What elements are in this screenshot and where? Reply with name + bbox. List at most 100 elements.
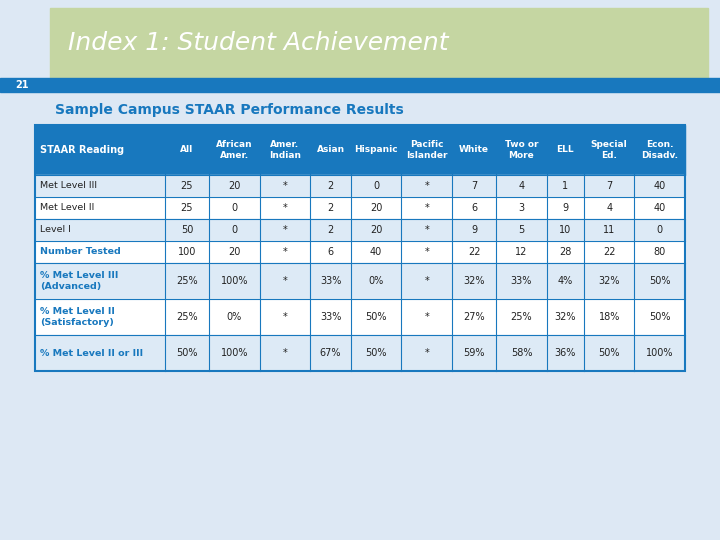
Bar <box>35 299 685 335</box>
Text: *: * <box>282 225 287 235</box>
Text: 20: 20 <box>370 203 382 213</box>
Text: 27%: 27% <box>463 312 485 322</box>
Text: Econ.
Disadv.: Econ. Disadv. <box>642 140 678 160</box>
Text: 40: 40 <box>370 247 382 257</box>
Text: Special
Ed.: Special Ed. <box>591 140 628 160</box>
Bar <box>0 78 720 92</box>
Text: 50%: 50% <box>598 348 620 358</box>
Text: 25%: 25% <box>176 312 198 322</box>
Text: % Met Level II
(Satisfactory): % Met Level II (Satisfactory) <box>40 307 115 327</box>
Bar <box>50 8 708 78</box>
Text: ELL: ELL <box>557 145 574 154</box>
Text: STAAR Reading: STAAR Reading <box>40 145 124 155</box>
Text: 67%: 67% <box>320 348 341 358</box>
Text: 2: 2 <box>328 181 333 191</box>
Text: 11: 11 <box>603 225 616 235</box>
Text: 33%: 33% <box>320 312 341 322</box>
Text: Sample Campus STAAR Performance Results: Sample Campus STAAR Performance Results <box>55 103 404 117</box>
Text: 100%: 100% <box>220 348 248 358</box>
Text: Pacific
Islander: Pacific Islander <box>406 140 447 160</box>
Text: 100%: 100% <box>646 348 673 358</box>
Text: 40: 40 <box>654 203 666 213</box>
Bar <box>35 125 685 371</box>
Text: *: * <box>282 247 287 257</box>
Bar <box>35 263 685 299</box>
Text: Level I: Level I <box>40 226 71 234</box>
Text: 9: 9 <box>471 225 477 235</box>
Text: *: * <box>424 247 429 257</box>
Text: 4%: 4% <box>558 276 573 286</box>
Bar <box>35 197 685 219</box>
Text: Met Level II: Met Level II <box>40 204 94 213</box>
Text: *: * <box>282 312 287 322</box>
Text: Number Tested: Number Tested <box>40 247 121 256</box>
Text: 6: 6 <box>471 203 477 213</box>
Text: 25%: 25% <box>176 276 198 286</box>
Text: 5: 5 <box>518 225 525 235</box>
Text: 0%: 0% <box>227 312 242 322</box>
Text: White: White <box>459 145 489 154</box>
Text: % Met Level III
(Advanced): % Met Level III (Advanced) <box>40 271 118 291</box>
Text: 22: 22 <box>468 247 480 257</box>
Text: 20: 20 <box>228 247 240 257</box>
Text: *: * <box>282 348 287 358</box>
Text: 100%: 100% <box>220 276 248 286</box>
Text: Hispanic: Hispanic <box>354 145 398 154</box>
Text: Index 1: Student Achievement: Index 1: Student Achievement <box>68 31 449 55</box>
Text: 50%: 50% <box>649 312 670 322</box>
Text: 25%: 25% <box>510 312 532 322</box>
Bar <box>35 335 685 371</box>
Text: *: * <box>282 181 287 191</box>
Text: African
Amer.: African Amer. <box>216 140 253 160</box>
Text: 22: 22 <box>603 247 616 257</box>
Text: *: * <box>424 203 429 213</box>
Text: Met Level III: Met Level III <box>40 181 97 191</box>
Text: 100: 100 <box>178 247 196 257</box>
Text: 32%: 32% <box>463 276 485 286</box>
Text: 25: 25 <box>181 203 193 213</box>
Text: 0: 0 <box>373 181 379 191</box>
Text: 18%: 18% <box>598 312 620 322</box>
Text: 50%: 50% <box>176 348 198 358</box>
Text: Amer.
Indian: Amer. Indian <box>269 140 301 160</box>
Text: 1: 1 <box>562 181 568 191</box>
Text: 58%: 58% <box>510 348 532 358</box>
Bar <box>35 241 685 263</box>
Text: *: * <box>282 276 287 286</box>
Text: 28: 28 <box>559 247 572 257</box>
Text: % Met Level II or III: % Met Level II or III <box>40 348 143 357</box>
Text: 50: 50 <box>181 225 193 235</box>
Text: 0: 0 <box>231 203 238 213</box>
Text: 36%: 36% <box>554 348 576 358</box>
Text: 4: 4 <box>606 203 612 213</box>
Text: 7: 7 <box>606 181 612 191</box>
Text: *: * <box>424 181 429 191</box>
Text: 59%: 59% <box>463 348 485 358</box>
Text: 21: 21 <box>15 80 29 90</box>
Text: *: * <box>424 225 429 235</box>
Text: 25: 25 <box>181 181 193 191</box>
Text: 50%: 50% <box>649 276 670 286</box>
Text: 4: 4 <box>518 181 524 191</box>
Text: 6: 6 <box>328 247 333 257</box>
Text: 12: 12 <box>516 247 528 257</box>
Text: 7: 7 <box>471 181 477 191</box>
Text: *: * <box>424 312 429 322</box>
Bar <box>35 125 685 175</box>
Text: 50%: 50% <box>365 312 387 322</box>
Text: 32%: 32% <box>598 276 620 286</box>
Text: Asian: Asian <box>317 145 345 154</box>
Text: 40: 40 <box>654 181 666 191</box>
Text: 50%: 50% <box>365 348 387 358</box>
Text: 3: 3 <box>518 203 524 213</box>
Text: Two or
More: Two or More <box>505 140 538 160</box>
Text: 2: 2 <box>328 225 333 235</box>
Text: 32%: 32% <box>554 312 576 322</box>
Text: 80: 80 <box>654 247 666 257</box>
Text: *: * <box>424 348 429 358</box>
Text: 20: 20 <box>370 225 382 235</box>
Text: 33%: 33% <box>320 276 341 286</box>
Text: 0%: 0% <box>369 276 384 286</box>
Text: 0: 0 <box>231 225 238 235</box>
Text: 9: 9 <box>562 203 568 213</box>
